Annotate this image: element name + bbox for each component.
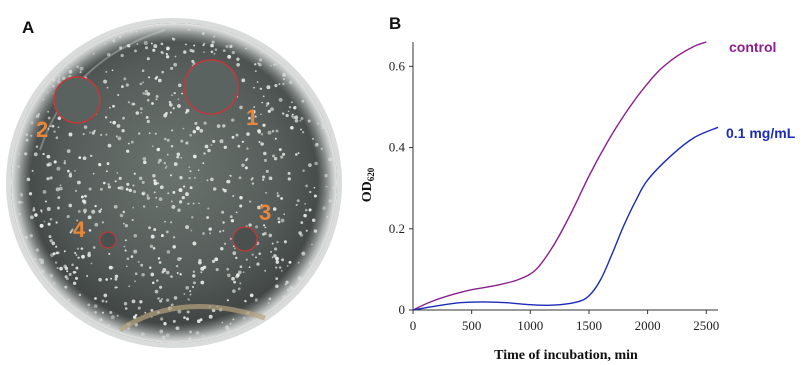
x-tick-label: 1500: [576, 318, 602, 333]
chart-ticks: 0 500 1000 1500 2000 2500 0 0.2 0.4 0.6: [389, 58, 720, 333]
inhibition-zone-1: [183, 59, 239, 115]
x-axis-title: Time of incubation, min: [494, 348, 638, 363]
y-tick-label: 0.6: [389, 58, 406, 73]
y-axis-title: OD620: [360, 167, 376, 202]
series-label-treated: 0.1 mg/mL: [726, 125, 796, 141]
x-tick-label: 500: [462, 318, 482, 333]
zone-label-1: 1: [246, 105, 258, 130]
y-axis-title-main: OD: [360, 181, 375, 202]
zone-label-3: 3: [259, 200, 271, 225]
panel-a-label: A: [22, 18, 35, 37]
x-tick-label: 2000: [635, 318, 661, 333]
panel-b-label: B: [389, 14, 402, 33]
y-tick-label: 0.4: [389, 140, 406, 155]
x-tick-label: 0: [410, 318, 417, 333]
inhibition-zone-4: [99, 231, 117, 249]
y-axis-title-sub: 620: [366, 167, 376, 181]
y-tick-label: 0: [399, 302, 406, 317]
zone-label-4: 4: [73, 217, 86, 242]
series-line-control: [412, 41, 707, 311]
dish-reflection: [39, 29, 166, 151]
x-tick-label: 2500: [693, 318, 719, 333]
y-tick-label: 0.2: [389, 221, 405, 236]
chart-series: [412, 41, 719, 311]
chart-axes: [412, 42, 718, 311]
series-label-control: control: [729, 39, 776, 55]
zone-label-2: 2: [36, 117, 48, 142]
dish-bottom-edge: [118, 304, 266, 333]
x-tick-label: 1000: [517, 318, 543, 333]
series-line-treated: [412, 126, 719, 311]
inhibition-zone-3: [232, 226, 258, 252]
inhibition-zone-2: [53, 76, 101, 124]
